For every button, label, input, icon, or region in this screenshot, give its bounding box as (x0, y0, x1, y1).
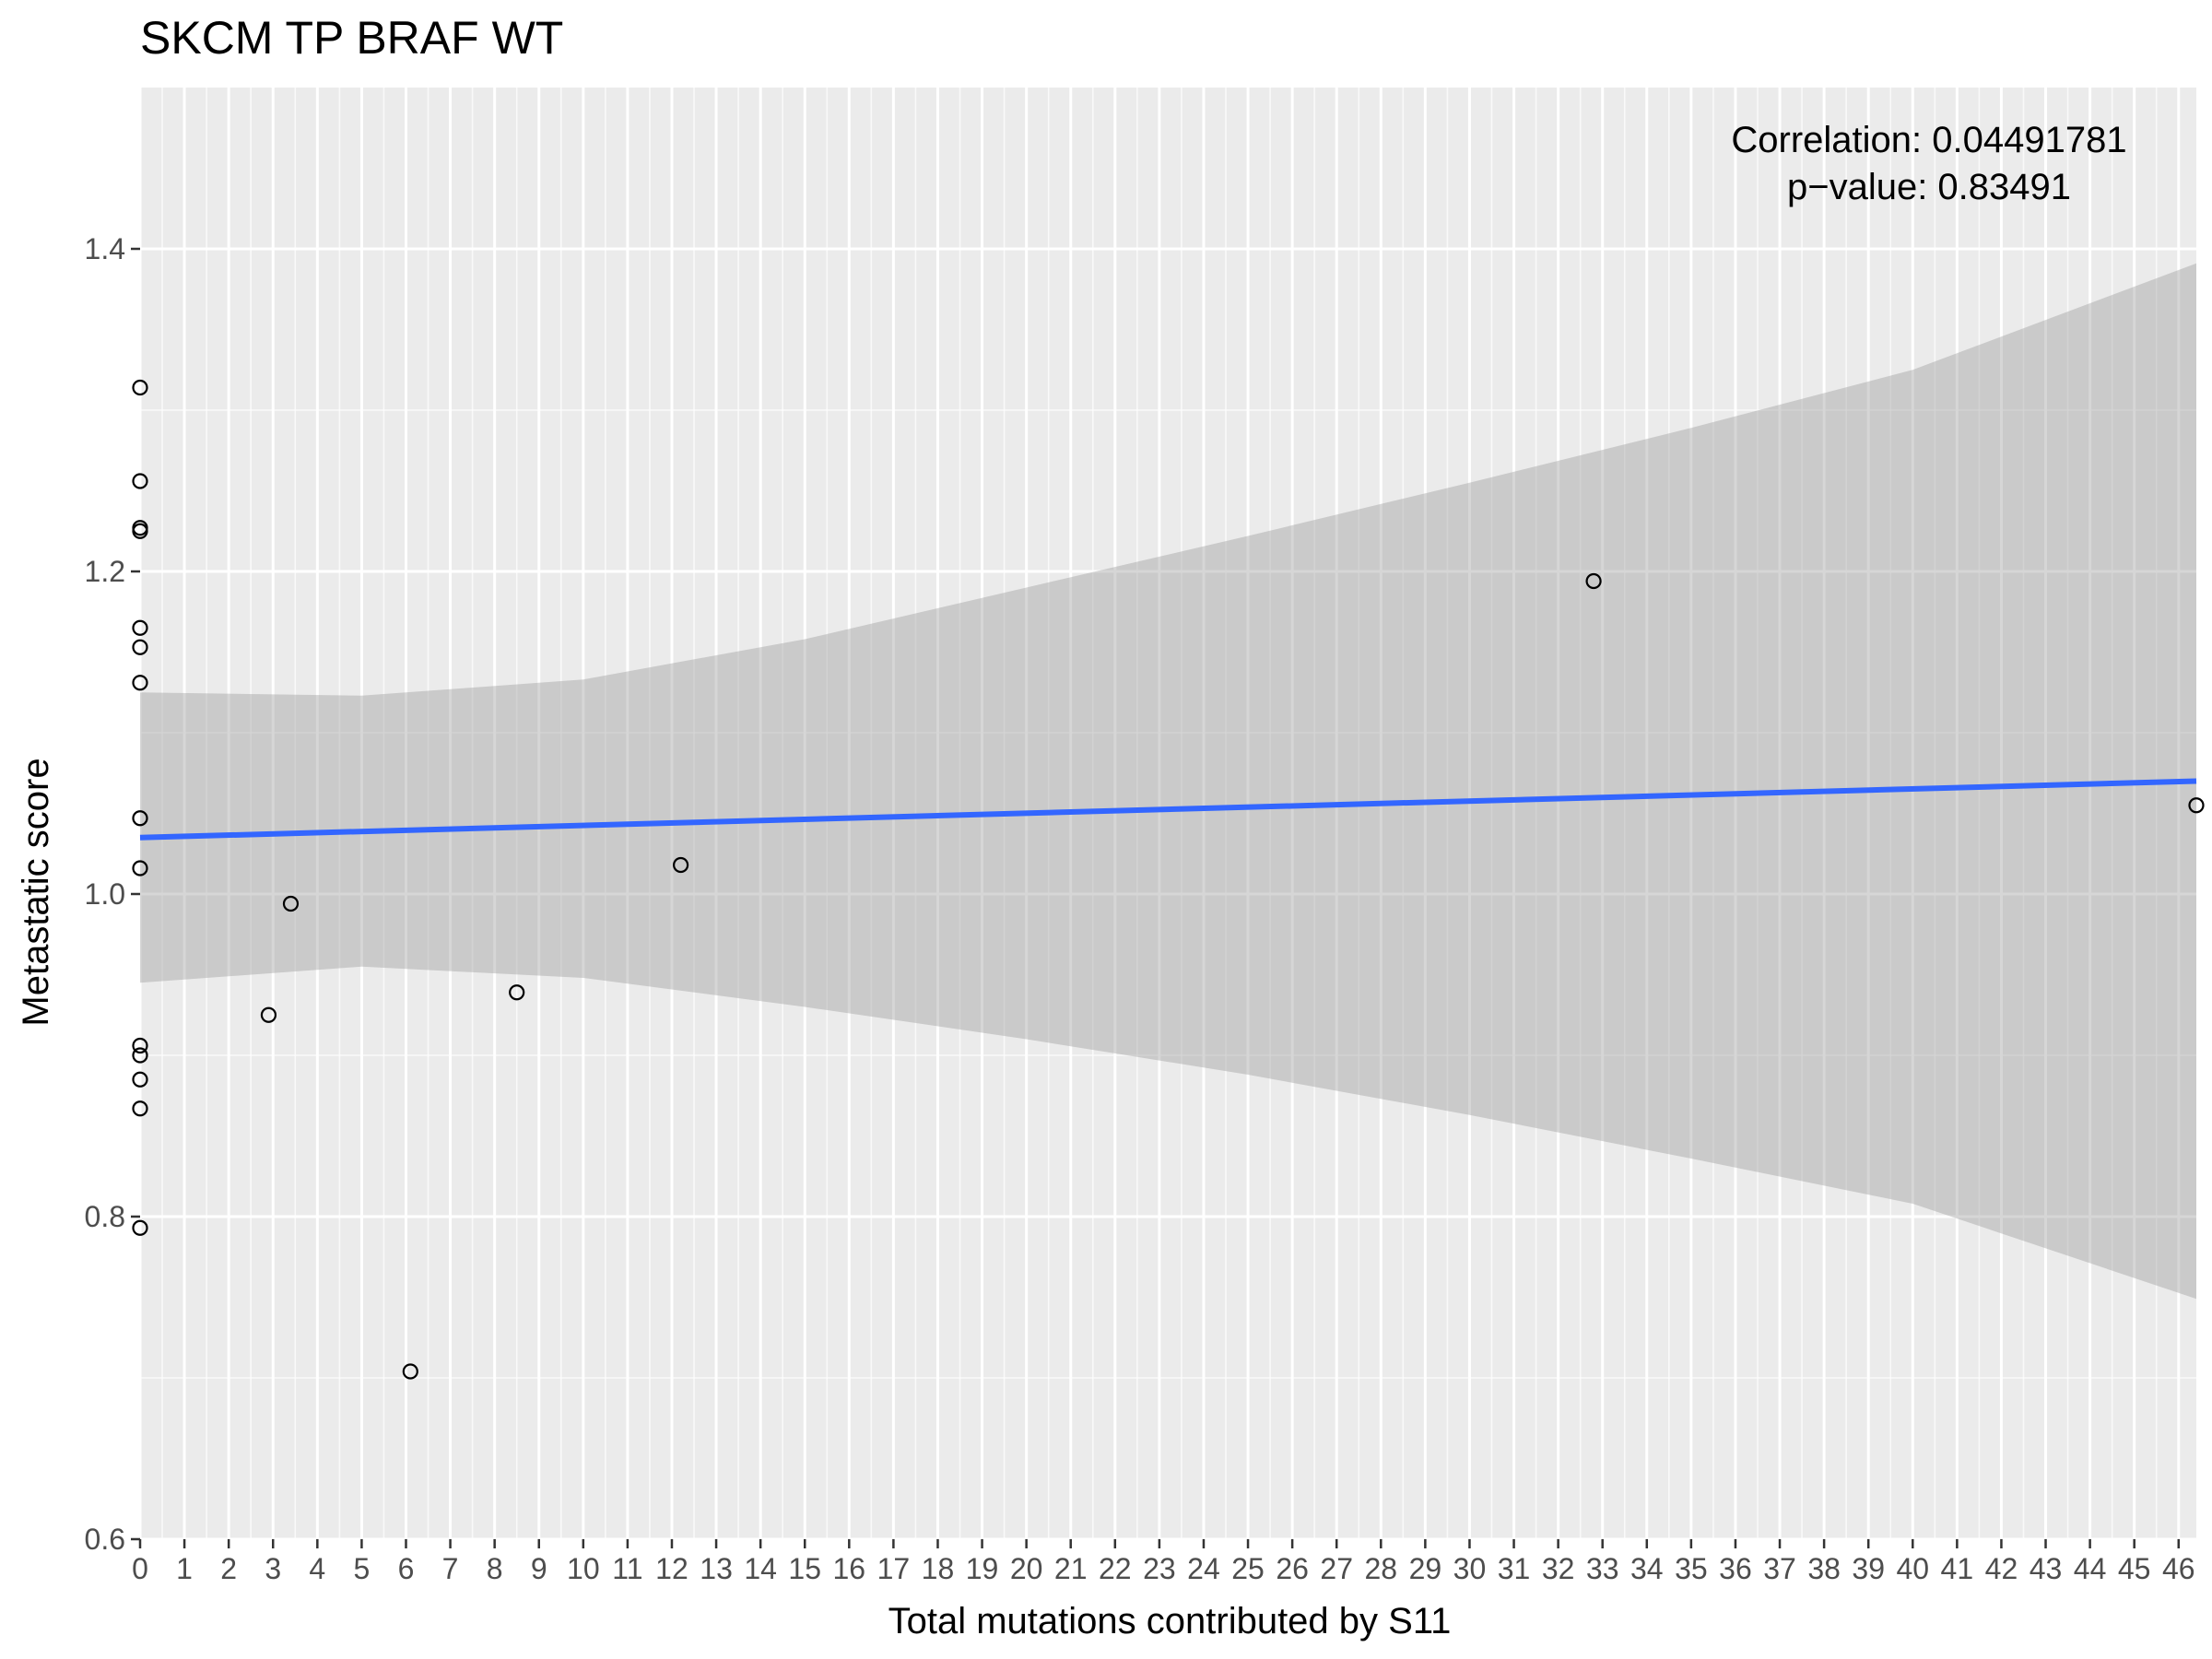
confidence-band (140, 263, 2196, 1300)
x-tick-label: 29 (1409, 1552, 1442, 1585)
x-tick-label: 36 (1719, 1552, 1752, 1585)
plot-panel (140, 88, 2196, 1539)
x-tick-label: 28 (1364, 1552, 1397, 1585)
data-point (282, 895, 300, 912)
y-axis-title: Metastatic score (16, 758, 56, 1026)
x-tick-label: 23 (1143, 1552, 1176, 1585)
data-point (132, 1071, 148, 1088)
data-point (402, 1363, 418, 1380)
x-tick-label: 40 (1896, 1552, 1929, 1585)
y-tick-label: 1.4 (85, 232, 125, 265)
data-point (260, 1006, 277, 1023)
x-tick-label: 8 (487, 1552, 503, 1585)
y-tick-label: 0.6 (85, 1523, 125, 1556)
x-tick-label: 41 (1941, 1552, 1974, 1585)
data-point (132, 379, 148, 396)
data-point (132, 619, 148, 636)
grid-major (138, 88, 2196, 1541)
x-tick-label: 31 (1498, 1552, 1531, 1585)
x-tick-label: 44 (2074, 1552, 2107, 1585)
data-point (132, 860, 148, 877)
x-tick-label: 18 (922, 1552, 955, 1585)
data-point (1585, 572, 1602, 590)
data-point (132, 1100, 148, 1117)
x-tick-label: 4 (309, 1552, 325, 1585)
x-tick-label: 37 (1763, 1552, 1796, 1585)
data-point (132, 473, 148, 489)
x-axis-title: Total mutations contributed by S11 (888, 1601, 1452, 1641)
grid-minor (140, 88, 2196, 1539)
x-tick-label: 1 (176, 1552, 193, 1585)
x-tick-label: 33 (1586, 1552, 1619, 1585)
x-tick-label: 20 (1010, 1552, 1043, 1585)
x-tick-label: 39 (1852, 1552, 1885, 1585)
data-point (132, 675, 148, 691)
x-tick-label: 15 (788, 1552, 821, 1585)
data-point (132, 1219, 148, 1236)
x-tick-label: 19 (966, 1552, 999, 1585)
x-tick-label: 46 (2162, 1552, 2195, 1585)
x-tick-label: 32 (1542, 1552, 1575, 1585)
trend-line (139, 778, 2197, 841)
x-tick-label: 17 (877, 1552, 911, 1585)
x-axis-ticks: 0 1 2 3 4 5 6 7 8 9 10 11 12 13 14 15 16 17 18 19 20 21 22 23 24… (132, 1539, 2195, 1585)
chart-title: SKCM TP BRAF WT (140, 12, 563, 64)
x-tick-label: 35 (1675, 1552, 1708, 1585)
x-tick-label: 24 (1187, 1552, 1220, 1585)
x-tick-label: 12 (655, 1552, 688, 1585)
x-tick-label: 43 (2030, 1552, 2063, 1585)
p-value-annotation: p−value: 0.83491 (1787, 167, 2071, 207)
x-tick-label: 42 (1985, 1552, 2018, 1585)
x-tick-label: 14 (744, 1552, 777, 1585)
data-point (672, 856, 689, 874)
x-tick-label: 3 (265, 1552, 281, 1585)
x-tick-label: 45 (2118, 1552, 2151, 1585)
data-points (132, 379, 2205, 1380)
x-tick-label: 2 (220, 1552, 237, 1585)
data-point (132, 639, 148, 655)
x-tick-label: 21 (1054, 1552, 1088, 1585)
correlation-annotation: Correlation: 0.04491781 (1731, 120, 2126, 160)
x-tick-label: 22 (1099, 1552, 1132, 1585)
x-tick-label: 26 (1276, 1552, 1309, 1585)
x-tick-label: 38 (1807, 1552, 1841, 1585)
x-tick-label: 0 (132, 1552, 148, 1585)
y-tick-label: 0.8 (85, 1200, 125, 1233)
x-tick-label: 11 (612, 1552, 642, 1585)
x-tick-label: 16 (833, 1552, 866, 1585)
x-tick-label: 10 (567, 1552, 600, 1585)
data-point (132, 1037, 148, 1054)
y-axis-ticks: 0.6 0.8 1.0 1.2 1.4 (85, 232, 140, 1556)
data-point (509, 984, 525, 1001)
y-tick-label: 1.2 (85, 555, 125, 588)
x-tick-label: 25 (1231, 1552, 1265, 1585)
data-point (2188, 797, 2205, 814)
x-tick-label: 5 (354, 1552, 371, 1585)
data-point (132, 810, 148, 827)
x-tick-label: 34 (1630, 1552, 1664, 1585)
data-point (132, 1047, 148, 1064)
x-tick-label: 9 (531, 1552, 547, 1585)
x-tick-label: 30 (1453, 1552, 1487, 1585)
x-tick-label: 13 (700, 1552, 733, 1585)
data-point (132, 523, 148, 539)
y-tick-label: 1.0 (85, 877, 125, 911)
x-tick-label: 6 (398, 1552, 415, 1585)
x-tick-label: 7 (442, 1552, 459, 1585)
x-tick-label: 27 (1320, 1552, 1353, 1585)
